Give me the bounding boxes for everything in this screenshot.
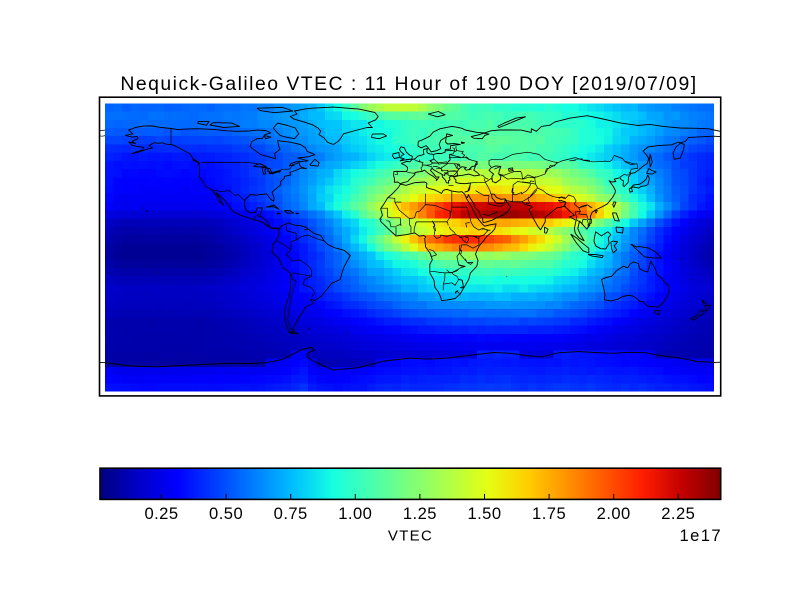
svg-text:1.25: 1.25 [403, 504, 437, 523]
svg-text:VTEC: VTEC [388, 528, 433, 545]
svg-text:2.25: 2.25 [661, 504, 695, 523]
svg-text:1.75: 1.75 [532, 504, 566, 523]
svg-text:Nequick-Galileo VTEC : 11 Hour: Nequick-Galileo VTEC : 11 Hour of 190 DO… [120, 73, 697, 95]
svg-text:0.25: 0.25 [144, 504, 178, 523]
svg-text:2.00: 2.00 [597, 504, 631, 523]
svg-text:1.00: 1.00 [338, 504, 372, 523]
svg-text:1e17: 1e17 [679, 526, 722, 545]
svg-text:1.50: 1.50 [467, 504, 501, 523]
svg-text:0.50: 0.50 [209, 504, 243, 523]
svg-text:0.75: 0.75 [274, 504, 308, 523]
